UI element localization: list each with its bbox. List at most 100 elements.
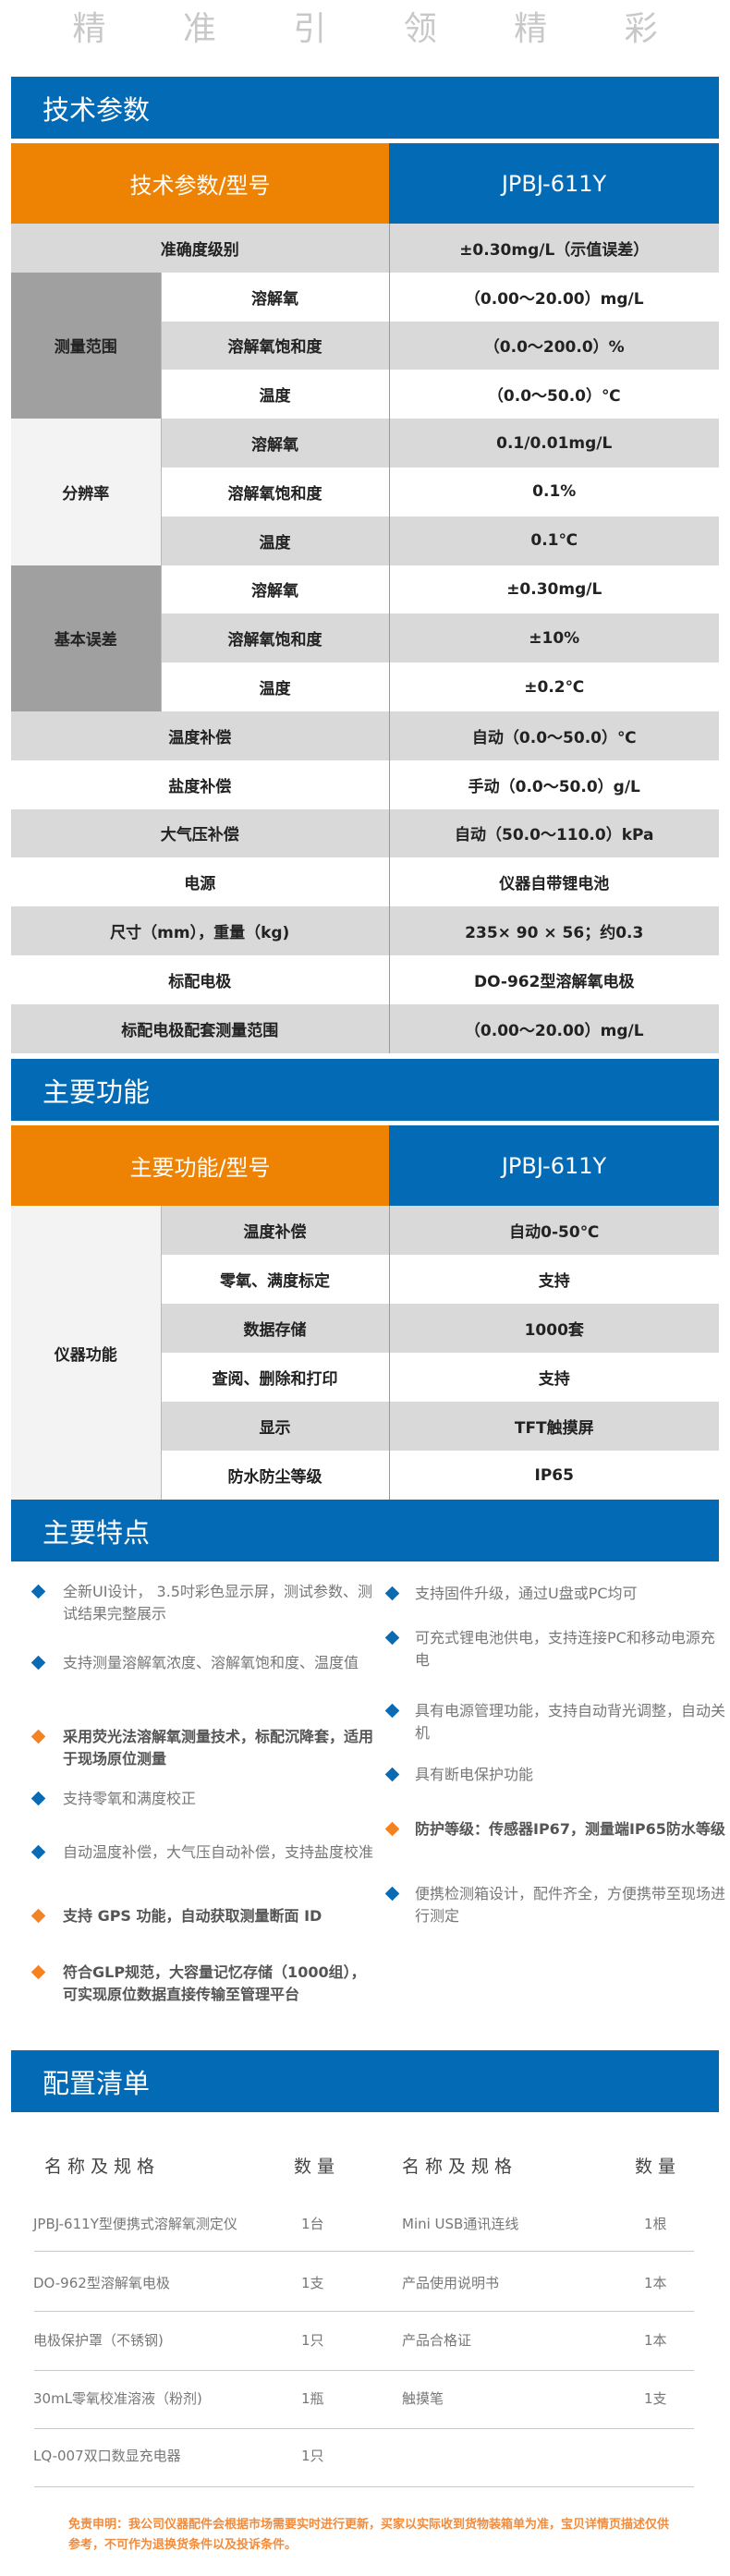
row-divider	[34, 2370, 694, 2371]
feature-item: 采用荧光法溶解氧测量技术，标配沉降套，适用于现场原位测量	[63, 1728, 374, 1768]
row-value: 手动（0.0～50.0）g/L	[388, 759, 719, 809]
config-header-name: 名称及规格	[44, 2157, 161, 2177]
row-label: 溶解氧饱和度	[160, 614, 389, 663]
feature-item: 支持零氧和满度校正	[63, 1790, 197, 1807]
config-item-qty: 1根	[644, 2216, 667, 2232]
config-item-qty: 1台	[301, 2216, 324, 2232]
row-label: 盐度补偿	[11, 759, 389, 809]
table-header-row: 技术参数/型号 JPBJ-611Y	[11, 143, 719, 224]
table-row: 防水防尘等级 IP65	[11, 1451, 719, 1500]
row-label: 温度补偿	[160, 1206, 389, 1255]
row-label: 溶解氧	[160, 419, 389, 468]
config-item-name: 30mL零氧校准溶液（粉剂)	[33, 2390, 202, 2407]
blue-diamond-bullet-icon	[30, 1791, 46, 1806]
table-row: 大气压补偿 自动（50.0～110.0）kPa	[11, 808, 719, 858]
row-value: （0.0～200.0）%	[388, 321, 719, 371]
table-row: 标配电极配套测量范围 （0.00～20.00）mg/L	[11, 1003, 719, 1053]
config-item-qty: 1支	[301, 2275, 324, 2291]
row-value: 自动（0.0～50.0）℃	[388, 711, 719, 760]
table-row: 零氧、满度标定 支持	[11, 1255, 719, 1304]
table-row: 分辨率 溶解氧 0.1/0.01mg/L	[11, 419, 719, 565]
table-row: 基本误差 溶解氧 ±0.30mg/L	[11, 565, 719, 711]
row-divider	[34, 2428, 694, 2429]
functions-table: 主要功能/型号 JPBJ-611Y 仪器功能 温度补偿 自动0-50℃ 零氧、满度标定 支持…	[11, 1125, 719, 1500]
config-item-qty: 1瓶	[301, 2390, 324, 2407]
feature-item: 防护等级：传感器IP67，测量端IP65防水等级	[415, 1820, 725, 1838]
config-header-qty: 数量	[294, 2157, 341, 2177]
row-label: 防水防尘等级	[160, 1451, 389, 1500]
row-value: 支持	[388, 1353, 719, 1402]
feature-item: 支持固件升级，通过U盘或PC均可	[415, 1585, 638, 1602]
row-group-label: 分辨率	[11, 419, 161, 565]
row-label: 温度补偿	[11, 711, 389, 760]
blue-diamond-bullet-icon	[384, 1886, 400, 1902]
row-label: 大气压补偿	[11, 808, 389, 858]
row-group-label: 测量范围	[11, 272, 161, 419]
section-header-features: 主要特点	[11, 1500, 719, 1561]
row-label: 尺寸（mm），重量（kg)	[11, 906, 389, 955]
table-row: 仪器功能 温度补偿 自动0-50℃	[11, 1206, 719, 1500]
table-row: 显示 TFT触摸屏	[11, 1402, 719, 1451]
row-value: ±0.30mg/L	[388, 565, 719, 614]
row-value: 0.1℃	[388, 516, 719, 565]
config-item-qty: 1只	[301, 2332, 324, 2349]
table-row: 溶解氧饱和度 （0.0～200.0）%	[11, 321, 719, 371]
orange-diamond-bullet-icon	[30, 1964, 46, 1980]
row-label: 溶解氧饱和度	[160, 467, 389, 516]
row-label: 准确度级别	[11, 224, 389, 273]
row-label: 溶解氧饱和度	[160, 321, 389, 371]
row-value: ±0.30mg/L（示值误差）	[388, 224, 719, 273]
config-item-name: DO-962型溶解氧电极	[33, 2275, 170, 2291]
feature-item: 具有断电保护功能	[415, 1766, 534, 1783]
row-label: 数据存储	[160, 1304, 389, 1353]
table-row: 温度 ±0.2℃	[11, 662, 719, 711]
row-value: IP65	[388, 1451, 719, 1500]
row-group-label: 仪器功能	[11, 1206, 161, 1500]
row-label: 溶解氧	[160, 272, 389, 322]
row-value: 支持	[388, 1255, 719, 1304]
section-header-functions: 主要功能	[11, 1059, 719, 1121]
table-row: 盐度补偿 手动（0.0～50.0）g/L	[11, 759, 719, 809]
feature-item: 符合GLP规范，大容量记忆存储（1000组），可实现原位数据直接传输至管理平台	[63, 1963, 366, 2003]
row-label: 温度	[160, 516, 389, 565]
row-divider	[34, 2486, 694, 2487]
config-item-name: 产品使用说明书	[402, 2275, 500, 2291]
table-row: 电源 仪器自带锂电池	[11, 857, 719, 907]
config-item-name: Mini USB通讯连线	[402, 2216, 519, 2232]
row-value: TFT触摸屏	[388, 1402, 719, 1451]
header-right: JPBJ-611Y	[389, 1125, 719, 1206]
table-row: 数据存储 1000套	[11, 1304, 719, 1353]
blue-diamond-bullet-icon	[384, 1630, 400, 1646]
feature-item: 自动温度补偿，大气压自动补偿，支持盐度校准	[63, 1843, 374, 1861]
header-left: 技术参数/型号	[11, 143, 389, 224]
row-value: （0.00～20.00）mg/L	[388, 272, 719, 322]
row-value: （0.0～50.0）℃	[388, 370, 719, 419]
row-divider	[34, 2311, 694, 2312]
table-row: 尺寸（mm），重量（kg) 235× 90 × 56；约0.3	[11, 906, 719, 955]
orange-diamond-bullet-icon	[30, 1908, 46, 1924]
row-label: 温度	[160, 370, 389, 419]
row-value: 自动（50.0～110.0）kPa	[388, 808, 719, 858]
config-item-name: LQ-007双口数显充电器	[33, 2448, 181, 2464]
disclaimer: 免责申明：我公司仪器配件会根据市场需要实时进行更新，买家以实际收到货物装箱单为准…	[68, 2518, 670, 2552]
config-header-name: 名称及规格	[402, 2157, 518, 2177]
config-header-qty: 数量	[635, 2157, 682, 2177]
row-value: 235× 90 × 56；约0.3	[388, 906, 719, 955]
section-header-tech: 技术参数	[11, 77, 719, 139]
row-label: 温度	[160, 662, 389, 711]
header-left: 主要功能/型号	[11, 1125, 389, 1206]
orange-diamond-bullet-icon	[30, 1729, 46, 1744]
row-value: （0.00～20.00）mg/L	[388, 1003, 719, 1053]
row-value: 0.1/0.01mg/L	[388, 419, 719, 468]
row-label: 显示	[160, 1402, 389, 1451]
table-row: 查阅、删除和打印 支持	[11, 1353, 719, 1402]
config-item-qty: 1本	[644, 2332, 667, 2349]
table-row: 溶解氧饱和度 ±10%	[11, 614, 719, 663]
config-item-qty: 1只	[301, 2448, 324, 2464]
row-value: 1000套	[388, 1304, 719, 1353]
table-row: 温度补偿 自动（0.0～50.0）℃	[11, 711, 719, 760]
config-item-name: 电极保护罩（不锈钢)	[33, 2332, 164, 2349]
table-row: 标配电极 DO-962型溶解氧电极	[11, 954, 719, 1004]
section-header-config: 配置清单	[11, 2050, 719, 2112]
blue-diamond-bullet-icon	[384, 1767, 400, 1782]
